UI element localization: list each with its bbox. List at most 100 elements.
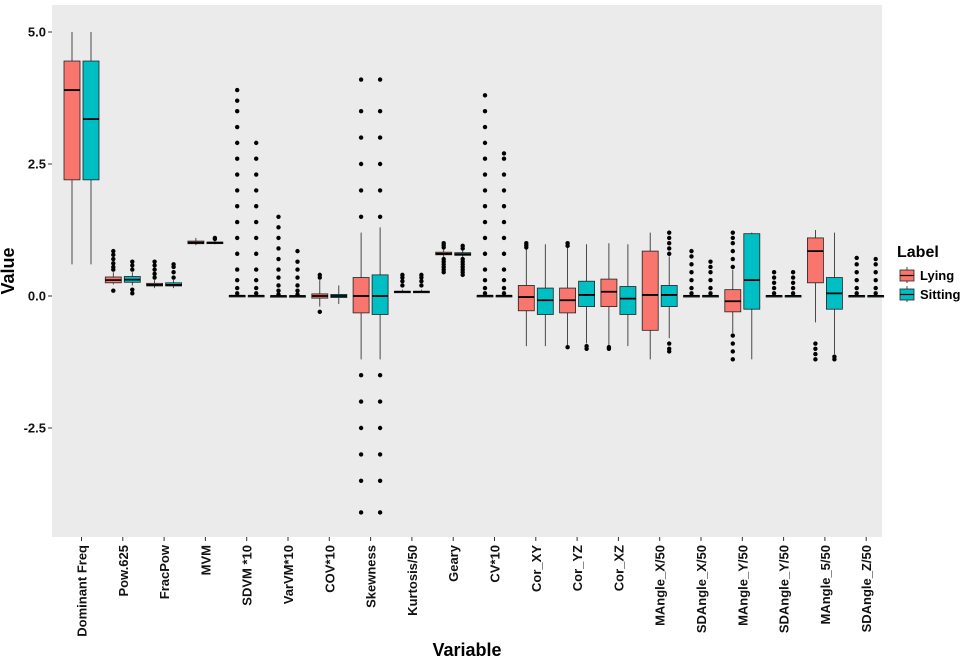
legend-title: Label [897,244,939,261]
outlier-point [358,109,364,114]
outlier-point [813,346,818,351]
x-tick-label: MVM [198,545,213,575]
outlier-point [501,267,507,272]
outlier-point [377,214,383,219]
outlier-point [730,248,735,254]
outlier-point [565,345,570,350]
outlier-point [482,251,488,256]
box-sitting [123,259,141,296]
outlier-point [377,373,383,378]
outlier-point [254,235,259,241]
outlier-point [358,188,364,193]
outlier-point [771,280,777,285]
outlier-point [667,251,672,256]
outlier-point [254,277,259,283]
box-iqr [641,250,659,331]
x-tick-label: VarVM*10 [281,545,296,604]
y-tick-label: 2.5 [28,157,46,172]
x-tick-label: Cor_XZ [611,545,626,591]
box-sitting [82,32,100,265]
box-lying [559,241,576,350]
outlier-point [689,291,694,296]
outlier-point [482,124,488,130]
outlier-point [667,341,672,346]
legend: Label Lying Sitting [897,244,960,302]
outlier-point [790,270,796,275]
outlier-point [482,172,488,177]
outlier-point [730,333,735,338]
outlier-point [667,230,672,235]
outlier-point [873,291,878,296]
outlier-point [171,270,176,275]
box-iqr [743,233,761,310]
outlier-point [854,285,859,291]
outlier-point [730,230,735,235]
outlier-point [276,246,281,251]
outlier-point [235,251,240,256]
box-sitting [412,272,430,294]
x-tick-label: SDAngle_Y/50 [777,545,792,633]
box-sitting [330,285,348,304]
outlier-point [708,259,713,264]
outlier-point [235,219,240,225]
box-sitting [702,259,719,298]
outlier-point [854,277,859,283]
outlier-point [441,241,446,246]
outlier-point [235,109,240,114]
outlier-point [358,373,364,378]
box-lying [641,232,659,360]
outlier-point [730,256,735,262]
outlier-point [254,204,259,209]
outlier-point [708,270,713,275]
outlier-point [130,259,135,264]
outlier-point [358,399,364,404]
legend-label-sitting: Sitting [920,287,960,302]
outlier-point [667,349,672,354]
box-lying [807,230,824,362]
outlier-point [708,264,713,270]
box-iqr [371,274,389,315]
outlier-point [730,357,735,362]
outlier-point [235,140,240,146]
outlier-point [235,156,240,161]
x-tick-label: Dominant Freq [75,545,90,637]
outlier-point [235,172,240,177]
y-tick-label: 0.0 [28,289,46,304]
outlier-point [730,341,735,346]
outlier-point [482,109,488,114]
outlier-point [276,256,281,262]
outlier-point [873,277,878,283]
outlier-point [377,109,383,114]
outlier-point [276,292,281,297]
x-tick-label: SDAngle_X/50 [694,545,709,633]
outlier-point [501,277,507,283]
outlier-point [358,452,364,457]
box-lying [724,230,742,362]
x-tick-label: CV*10 [488,545,503,583]
outlier-point [377,399,383,404]
box-lying [600,243,618,351]
box-sitting [619,244,637,347]
outlier-point [111,256,116,262]
outlier-point [501,285,507,291]
box-sitting [784,270,802,298]
x-tick-label: FracPow [157,544,172,599]
outlier-point [460,243,465,249]
outlier-point [317,309,322,315]
outlier-point [730,241,735,246]
outlier-point [419,283,424,288]
outlier-point [667,241,672,246]
box-sitting [454,243,472,278]
outlier-point [584,346,589,351]
box-lying [393,272,411,294]
outlier-point [419,279,424,284]
outlier-point [377,135,383,140]
box-lying [311,272,329,315]
legend-key-lying [899,267,915,283]
box-sitting [289,248,306,298]
outlier-point [606,346,612,351]
outlier-point [276,235,281,241]
outlier-point [295,283,300,288]
outlier-point [235,204,240,209]
box-lying [435,241,453,275]
